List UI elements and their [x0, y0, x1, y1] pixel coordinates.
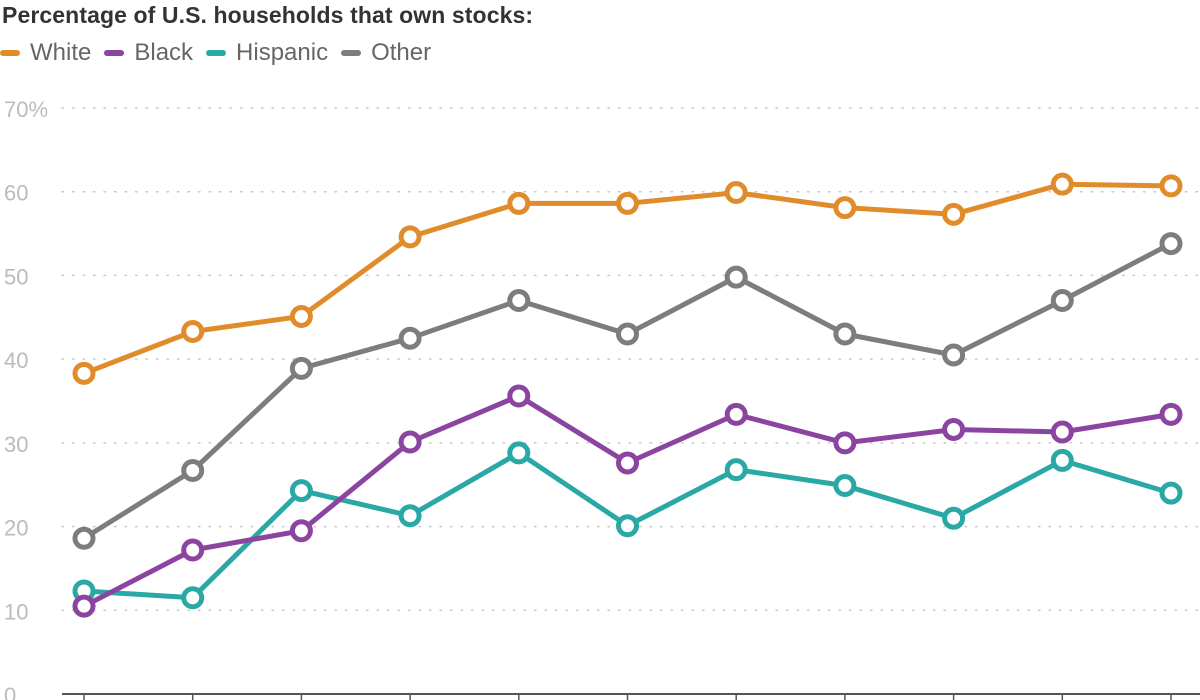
y-tick-label: 50 — [4, 264, 28, 289]
data-point-white — [1050, 172, 1074, 196]
y-tick-label: 10 — [4, 599, 28, 624]
data-point-hispanic — [289, 479, 313, 503]
data-point-black — [616, 451, 639, 475]
data-point-other — [181, 458, 205, 482]
series-lines — [81, 181, 1174, 609]
data-point-hispanic — [724, 458, 748, 482]
data-point-hispanic — [942, 506, 966, 530]
data-point-white — [72, 361, 96, 385]
data-point-black — [72, 594, 96, 618]
legend-item-black: Black — [104, 39, 193, 67]
legend-label-hispanic: Hispanic — [236, 39, 329, 66]
data-point-white — [942, 202, 966, 226]
data-point-hispanic — [1159, 481, 1183, 505]
data-point-other — [833, 322, 857, 346]
legend-label-other: Other — [371, 39, 432, 66]
legend-label-black: Black — [134, 39, 194, 66]
data-point-white — [833, 196, 857, 220]
series-points — [72, 172, 1183, 618]
data-point-hispanic — [398, 504, 422, 528]
data-point-white — [616, 191, 639, 215]
chart-title: Percentage of U.S. households that own s… — [2, 2, 534, 28]
data-point-black — [833, 431, 857, 455]
data-point-black — [724, 402, 748, 426]
data-point-black — [398, 430, 422, 454]
y-tick-label: 70% — [4, 97, 48, 122]
data-point-black — [942, 417, 966, 441]
legend-item-hispanic: Hispanic — [206, 39, 328, 67]
data-point-black — [1159, 402, 1183, 426]
data-point-white — [507, 191, 531, 215]
data-point-other — [398, 326, 422, 350]
legend-item-other: Other — [341, 39, 431, 67]
data-point-other — [289, 356, 313, 380]
x-axis — [62, 693, 1200, 700]
data-point-other — [72, 526, 96, 550]
data-point-hispanic — [616, 514, 639, 538]
data-point-black — [507, 384, 531, 408]
series-line-black — [81, 393, 1174, 609]
y-tick-label: 40 — [4, 348, 28, 373]
chart-legend: White Black Hispanic Other — [0, 38, 444, 68]
data-point-black — [181, 538, 205, 562]
data-point-black — [1050, 420, 1074, 444]
legend-item-white: White — [0, 39, 91, 67]
data-point-white — [724, 181, 748, 205]
data-point-hispanic — [1050, 448, 1074, 472]
data-point-hispanic — [507, 441, 531, 465]
data-point-white — [181, 320, 205, 344]
y-tick-label: 30 — [4, 432, 28, 457]
y-tick-label: 20 — [4, 516, 28, 541]
legend-swatch-hispanic — [206, 50, 227, 56]
y-tick-label: 60 — [4, 181, 28, 206]
data-point-white — [1159, 174, 1183, 198]
legend-label-white: White — [30, 39, 92, 66]
data-point-other — [724, 265, 748, 289]
y-tick-label: 0 — [4, 683, 16, 700]
data-point-hispanic — [181, 586, 205, 610]
data-point-other — [616, 322, 639, 346]
data-point-other — [1050, 289, 1074, 313]
data-point-white — [289, 304, 313, 328]
legend-swatch-white — [0, 50, 20, 56]
legend-swatch-other — [341, 50, 362, 56]
y-axis-tick-labels: 0 10 20 30 40 50 60 70% — [4, 97, 48, 700]
data-point-black — [289, 519, 313, 543]
data-point-other — [1159, 232, 1183, 256]
series-line-other — [81, 241, 1174, 541]
data-point-white — [398, 225, 422, 249]
legend-swatch-black — [104, 50, 125, 56]
data-point-other — [507, 289, 531, 313]
data-point-other — [942, 343, 966, 367]
data-point-hispanic — [833, 474, 857, 498]
